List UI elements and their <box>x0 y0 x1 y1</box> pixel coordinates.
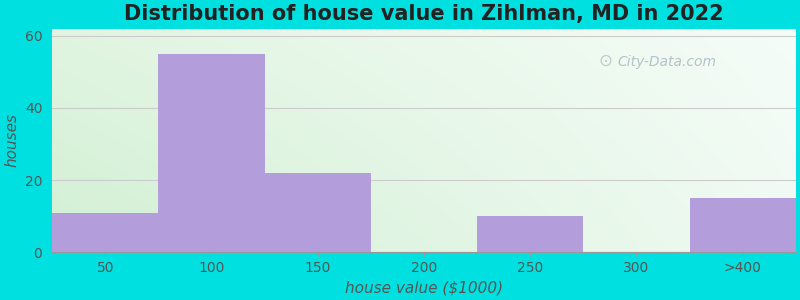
Bar <box>158 54 265 252</box>
Bar <box>265 173 371 252</box>
Text: City-Data.com: City-Data.com <box>618 55 716 69</box>
Bar <box>477 216 583 252</box>
X-axis label: house value ($1000): house value ($1000) <box>345 281 503 296</box>
Text: ⊙: ⊙ <box>598 52 613 70</box>
Bar <box>52 213 158 252</box>
Bar <box>690 198 796 252</box>
Title: Distribution of house value in Zihlman, MD in 2022: Distribution of house value in Zihlman, … <box>124 4 724 24</box>
Y-axis label: houses: houses <box>4 113 19 167</box>
